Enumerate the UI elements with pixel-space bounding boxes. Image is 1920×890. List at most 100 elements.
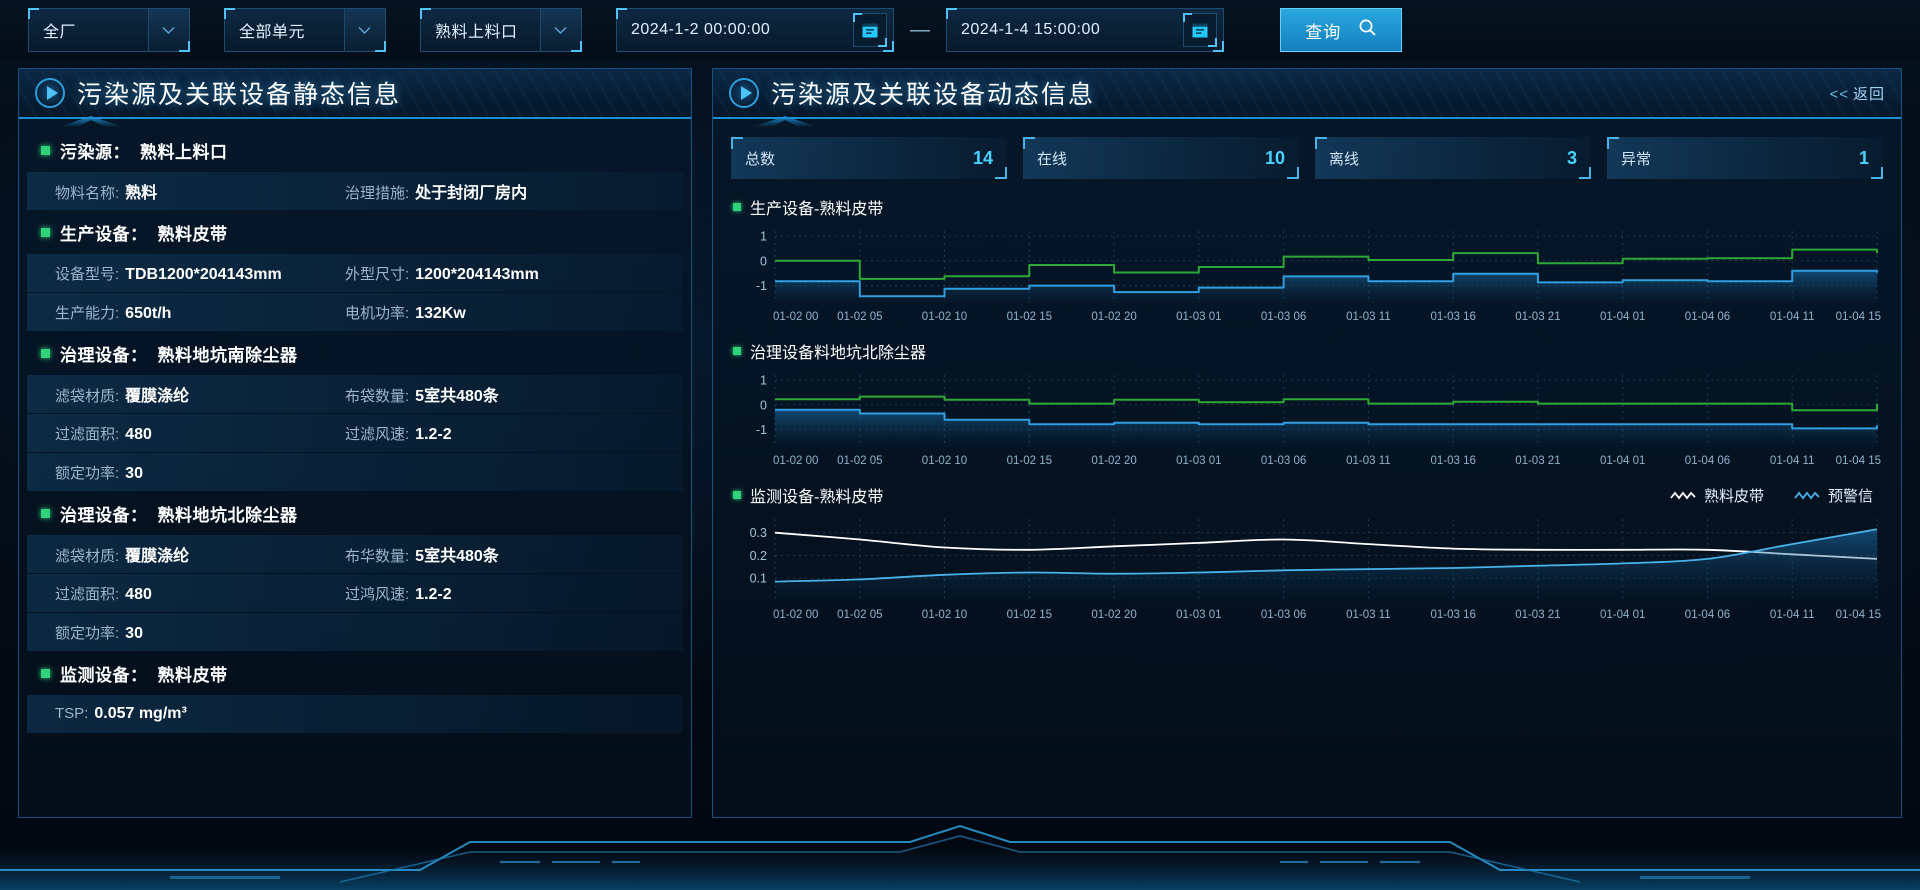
info-cell: 电机功率: 132Kw <box>345 302 466 323</box>
info-value: TDB1200*204143mm <box>125 265 282 283</box>
svg-text:1: 1 <box>760 230 767 244</box>
group-title: 监测设备： 熟料皮带 <box>27 652 683 695</box>
date-range-separator: — <box>910 18 930 41</box>
search-icon <box>1358 18 1377 42</box>
start-date-input[interactable]: 2024-1-2 00:00:00 <box>616 8 894 52</box>
query-button-label: 查询 <box>1305 22 1342 42</box>
info-cell: 外型尺寸: 1200*204143mm <box>345 263 539 284</box>
play-triangle-icon <box>729 78 759 108</box>
info-label: TSP: <box>55 705 89 722</box>
pollution-source-value: 熟料上料口 <box>435 24 518 41</box>
svg-text:01-02 00: 01-02 00 <box>773 311 818 323</box>
info-cell: 过滤面积: 480 <box>55 423 345 444</box>
info-cell: 过滤风速: 1.2-2 <box>345 423 452 444</box>
status-square-icon <box>733 491 741 499</box>
top-toolbar: 全厂 全部单元 熟料上料口 2024-1-2 00:00:00 — 2024-1… <box>0 0 1920 60</box>
legend-item[interactable]: 熟料皮带 <box>1670 485 1764 506</box>
svg-text:0.3: 0.3 <box>750 526 767 540</box>
chevron-down-icon[interactable] <box>147 9 189 51</box>
status-badge[interactable]: 在线 10 <box>1023 137 1299 179</box>
calendar-icon[interactable] <box>853 13 887 47</box>
info-label: 生产能力: <box>55 304 120 322</box>
legend-item[interactable]: 预警信 <box>1794 485 1873 506</box>
status-square-icon <box>41 669 50 678</box>
end-date-input[interactable]: 2024-1-4 15:00:00 <box>946 8 1224 52</box>
group-value: 熟料皮带 <box>157 666 228 685</box>
pollution-source-select[interactable]: 熟料上料口 <box>420 8 582 52</box>
status-square-icon <box>41 509 50 518</box>
info-label: 滤袋材质: <box>55 548 120 565</box>
svg-text:01-04 06: 01-04 06 <box>1685 455 1730 467</box>
chart-title-label: 监测设备-熟料皮带 <box>750 489 884 506</box>
svg-text:01-03 11: 01-03 11 <box>1346 311 1391 323</box>
info-cell: 滤袋材质: 覆膜涤纶 <box>55 542 345 566</box>
chart-svg: 0.3 0.2 0.1 01-02 00 01-02 05 01-02 10 01-02 1… <box>750 519 1881 621</box>
info-cell: 治理措施: 处于封闭厂房内 <box>345 179 527 203</box>
svg-text:01-02 10: 01-02 10 <box>922 455 967 467</box>
back-chevron-icon: << <box>1829 85 1849 103</box>
info-value: 熟料 <box>125 185 158 202</box>
plant-select[interactable]: 全厂 <box>28 8 190 52</box>
group-title: 生产设备： 熟料皮带 <box>27 211 683 254</box>
static-info-body: 污染源： 熟料上料口 物料名称: 熟料 治理措施: 处于封闭厂房内 生产设备： 熟料皮带 设备型… <box>19 119 691 733</box>
info-value: 0.057 mg/m³ <box>94 705 187 722</box>
legend-label: 预警信 <box>1827 487 1873 505</box>
group-label: 生产设备： <box>60 225 148 244</box>
svg-text:01-02 20: 01-02 20 <box>1091 609 1136 621</box>
status-badge[interactable]: 总数 14 <box>731 137 1007 179</box>
chevron-down-icon[interactable] <box>343 9 385 51</box>
chevron-down-icon[interactable] <box>539 9 581 51</box>
info-value: 覆膜涤纶 <box>125 388 190 405</box>
status-label: 离线 <box>1329 150 1360 168</box>
info-cell: 布华数量: 5室共480条 <box>345 542 499 566</box>
back-button[interactable]: << 返回 <box>1829 83 1885 104</box>
legend-label: 熟料皮带 <box>1703 487 1764 505</box>
svg-text:01-02 05: 01-02 05 <box>837 311 882 323</box>
info-value: 1200*204143mm <box>415 265 539 283</box>
group-value: 熟料皮带 <box>157 225 228 244</box>
info-value: 1.2-2 <box>415 425 452 443</box>
group-value: 熟料地坑北除尘器 <box>157 506 298 525</box>
group-title: 治理设备： 熟料地坑南除尘器 <box>27 332 683 375</box>
charts-container: 生产设备-熟料皮带 1 0 -1 01-02 00 01-02 05 01-02 10 01-… <box>731 189 1883 627</box>
query-button[interactable]: 查询 <box>1280 8 1402 52</box>
static-info-panel: 污染源及关联设备静态信息 污染源： 熟料上料口 物料名称: 熟料 治理措施: 处于封闭厂房… <box>18 68 692 818</box>
status-label: 异常 <box>1621 150 1652 168</box>
calendar-icon[interactable] <box>1183 13 1217 47</box>
svg-text:01-02 10: 01-02 10 <box>922 609 967 621</box>
chart-canvas: 0.3 0.2 0.1 01-02 00 01-02 05 01-02 10 01-02 1… <box>731 509 1883 627</box>
chart-svg: 1 0 -1 01-02 00 01-02 05 01-02 10 01-02 15 01-0… <box>756 230 1881 324</box>
svg-text:01-03 06: 01-03 06 <box>1261 455 1306 467</box>
status-value: 3 <box>1566 147 1577 168</box>
status-square-icon <box>41 349 50 358</box>
chart-block: 治理设备料地坑北除尘器 1 0 -1 01-02 00 01-02 05 01-02 10 0… <box>731 333 1883 473</box>
status-square-icon <box>41 228 50 237</box>
plant-select-value: 全厂 <box>43 24 77 41</box>
info-value: 480 <box>125 425 152 443</box>
bottom-decoration <box>0 824 1920 890</box>
svg-text:01-03 16: 01-03 16 <box>1430 455 1475 467</box>
chart-series-line <box>774 528 1878 583</box>
chart-title: 治理设备料地坑北除尘器 <box>731 333 1883 365</box>
svg-text:01-03 06: 01-03 06 <box>1261 311 1306 323</box>
info-value: 覆膜涤纶 <box>125 548 190 565</box>
status-badge[interactable]: 异常 1 <box>1607 137 1883 179</box>
chart-legend: 熟料皮带 预警信 <box>1670 485 1873 506</box>
play-triangle-icon <box>35 78 65 108</box>
unit-select[interactable]: 全部单元 <box>224 8 386 52</box>
page-title: 污染源及关联设备静态信息 <box>77 81 402 109</box>
svg-text:01-03 11: 01-03 11 <box>1346 609 1391 621</box>
status-badge[interactable]: 离线 3 <box>1315 137 1591 179</box>
chart-series-line <box>775 248 1878 280</box>
group-value: 熟料地坑南除尘器 <box>157 346 298 365</box>
svg-text:01-02 20: 01-02 20 <box>1091 311 1136 323</box>
info-row: 过滤面积: 480 过鸿风速: 1.2-2 <box>27 574 683 612</box>
info-label: 过滤风速: <box>345 425 410 443</box>
info-label: 治理措施: <box>345 185 410 202</box>
dynamic-info-header: 污染源及关联设备动态信息 << 返回 <box>713 69 1901 119</box>
svg-text:01-04 01: 01-04 01 <box>1600 609 1645 621</box>
svg-text:01-02 10: 01-02 10 <box>922 311 967 323</box>
group-title: 治理设备： 熟料地坑北除尘器 <box>27 492 683 535</box>
chart-block: 生产设备-熟料皮带 1 0 -1 01-02 00 01-02 05 01-02 10 01-… <box>731 189 1883 329</box>
status-square-icon <box>733 347 741 355</box>
